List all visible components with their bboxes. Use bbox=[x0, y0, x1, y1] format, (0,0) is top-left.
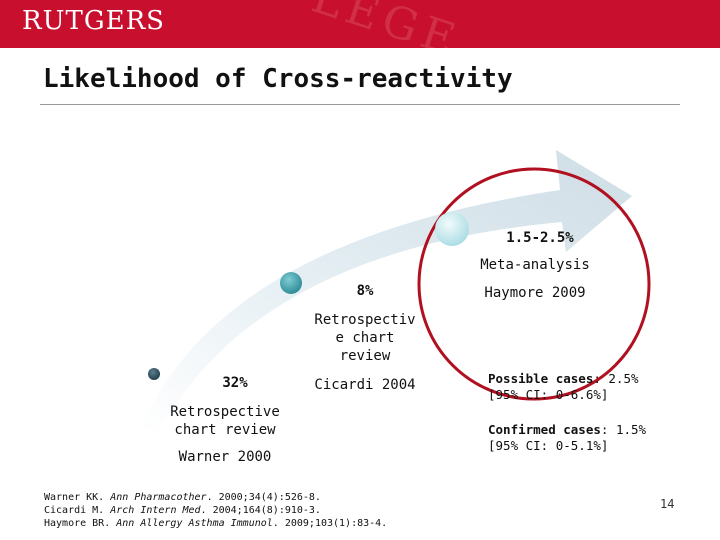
slide-title: Likelihood of Cross-reactivity bbox=[43, 64, 513, 94]
study-1-method: Retrospective chart review bbox=[155, 403, 295, 439]
reference-item: Warner KK. Ann Pharmacother. 2000;34(4):… bbox=[44, 492, 321, 503]
study-2-rate: 8% bbox=[356, 283, 374, 299]
detail-ci: [95% CI: 0-5.1%] bbox=[488, 438, 609, 453]
study-1-rate: 32% bbox=[222, 375, 248, 391]
highlight-ring bbox=[417, 167, 651, 401]
study-marker-1 bbox=[148, 368, 160, 380]
study-3-rate: 1.5-2.5% bbox=[506, 230, 574, 246]
study-1-citation: Warner 2000 bbox=[178, 449, 272, 465]
study-3-method: Meta-analysis bbox=[460, 257, 610, 273]
study-2-citation: Cicardi 2004 bbox=[314, 377, 416, 393]
timeline-swoosh-arrow bbox=[140, 150, 632, 430]
study-3-citation: Haymore 2009 bbox=[484, 285, 586, 301]
possible-cases-detail: Possible cases: 2.5% [95% CI: 0-6.6%] bbox=[488, 371, 639, 403]
reference-item: Haymore BR. Ann Allergy Asthma Immunol. … bbox=[44, 518, 388, 529]
detail-value: : 1.5% bbox=[600, 422, 647, 437]
study-3-method-line: Meta-analysis bbox=[480, 257, 590, 273]
detail-ci: [95% CI: 0-6.6%] bbox=[488, 387, 609, 402]
references: Warner KK. Ann Pharmacother. 2000;34(4):… bbox=[44, 491, 387, 530]
study-2-method-line: e chart bbox=[335, 330, 395, 346]
confirmed-cases-detail: Confirmed cases: 1.5% [95% CI: 0-5.1%] bbox=[488, 422, 646, 454]
reference-item: Cicardi M. Arch Intern Med. 2004;164(8):… bbox=[44, 505, 321, 516]
study-marker-3 bbox=[435, 212, 469, 246]
rutgers-logo: RUTGERS bbox=[22, 6, 165, 36]
study-2-method-line: Retrospectiv bbox=[314, 312, 416, 328]
title-divider bbox=[40, 104, 680, 105]
page-number: 14 bbox=[660, 497, 675, 511]
study-1-method-line: chart review bbox=[174, 422, 276, 438]
study-2-method: Retrospectiv e chart review bbox=[305, 311, 425, 365]
study-2-method-line: review bbox=[339, 348, 391, 364]
detail-label: Possible cases bbox=[488, 371, 594, 386]
detail-label: Confirmed cases bbox=[488, 422, 601, 437]
study-1-method-line: Retrospective bbox=[170, 404, 280, 420]
slide-header: LEGE RUTGERS bbox=[0, 0, 720, 48]
study-marker-2 bbox=[280, 272, 302, 294]
detail-value: : 2.5% bbox=[593, 371, 639, 386]
